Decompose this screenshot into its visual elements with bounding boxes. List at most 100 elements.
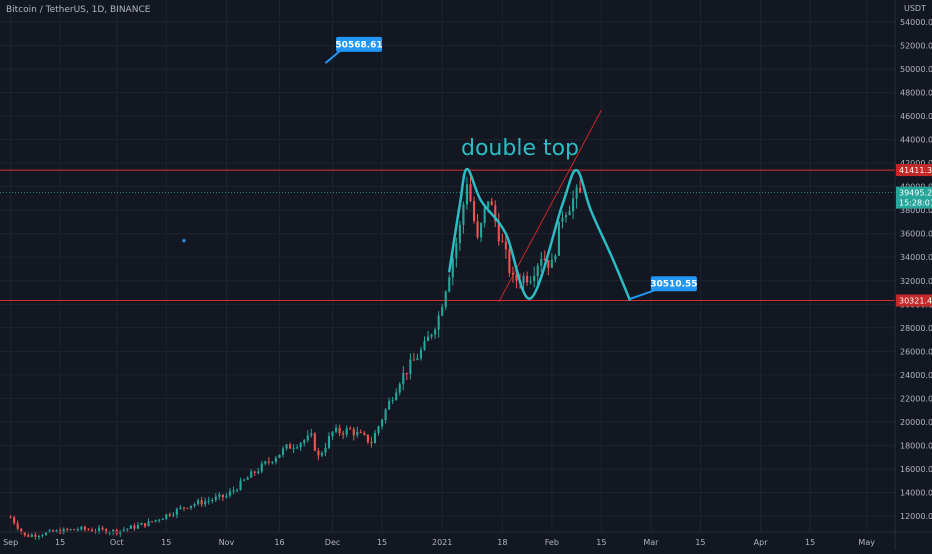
candle-body: [363, 432, 366, 435]
candle-body: [441, 306, 444, 316]
candle-body: [207, 500, 210, 502]
candle-body: [52, 530, 55, 532]
candle-body: [306, 435, 309, 441]
last-price-label: 39495.23: [899, 189, 932, 198]
candle-body: [469, 184, 472, 202]
candle-body: [299, 443, 302, 448]
price-tick-label: 48000.00: [900, 89, 932, 98]
candle-body: [73, 529, 76, 531]
time-tick-label: Oct: [110, 538, 124, 547]
price-tick-label: 52000.00: [900, 42, 932, 51]
candle-body: [416, 358, 419, 360]
candle-body: [437, 315, 440, 330]
candle-body: [317, 450, 320, 456]
candle-body: [352, 429, 355, 436]
callout-box[interactable]: [336, 36, 383, 52]
candle-body: [444, 291, 447, 307]
candle-body: [310, 433, 313, 436]
candle-body: [193, 504, 196, 506]
candle-body: [182, 507, 186, 509]
candle-body: [320, 452, 323, 456]
price-tick-label: 50000.00: [900, 65, 932, 74]
candle-body: [232, 490, 235, 492]
candle-body: [87, 529, 90, 531]
callout-label: 50568.61: [335, 40, 382, 50]
time-axis[interactable]: Sep 15 Oct 15 Nov 16 Dec 15 2021 18 Feb 15 Mar 15 Apr 1…: [0, 531, 932, 547]
currency-label: USDT: [904, 4, 926, 13]
candle-body: [129, 525, 132, 529]
time-tick-label: May: [858, 538, 875, 547]
candle-body: [41, 535, 44, 537]
candle-body: [250, 471, 253, 478]
candle-body: [504, 241, 507, 250]
last-price-badge: [896, 186, 932, 209]
candle-body: [243, 479, 246, 481]
candle-body: [423, 341, 426, 350]
callout-pointer: [324, 50, 341, 64]
candle-body: [409, 359, 412, 374]
time-tick-label: Dec: [325, 538, 340, 547]
candle-body: [533, 275, 536, 282]
candle-body: [154, 519, 157, 522]
candle-body: [303, 440, 306, 444]
candle-body: [20, 528, 23, 532]
candle-body: [540, 259, 543, 266]
candle-body: [257, 471, 260, 473]
candle-body: [108, 532, 111, 534]
price-tick-label: 34000.00: [900, 253, 932, 262]
candle-body: [292, 447, 295, 449]
price-tick-label: 38000.00: [900, 206, 932, 215]
candle-body: [264, 461, 267, 464]
price-tick-label: 22000.00: [900, 394, 932, 403]
candle-body: [69, 529, 72, 531]
candle-body: [557, 221, 560, 256]
candle-body: [550, 259, 553, 268]
candle-body: [66, 528, 69, 530]
time-tick-label: 15: [596, 538, 606, 547]
candle-body: [151, 521, 154, 523]
price-tick-label: 44000.00: [900, 136, 932, 145]
candle-body: [331, 431, 334, 437]
candle-body: [278, 454, 281, 458]
candle-body: [218, 494, 221, 497]
candle-body: [487, 201, 490, 208]
candle-body: [377, 426, 380, 433]
candle-body: [143, 523, 147, 527]
candle-body: [168, 514, 171, 516]
candle-body: [189, 505, 193, 508]
candle-body: [384, 409, 387, 420]
candle-body: [536, 265, 539, 276]
candle-body: [501, 241, 504, 243]
candle-body: [44, 532, 48, 536]
candle-body: [462, 204, 465, 225]
candle-body: [547, 260, 550, 268]
candle-body: [494, 205, 497, 222]
candle-body: [419, 349, 423, 359]
candle-body: [543, 259, 546, 261]
callout-box[interactable]: [650, 276, 697, 292]
candle-body: [30, 534, 33, 537]
time-tick-label: Sep: [3, 538, 18, 547]
candle-body: [228, 491, 232, 496]
level-price-label: 30321.47: [899, 297, 932, 306]
candle-body: [253, 471, 256, 473]
candle-body: [175, 508, 178, 515]
price-tick-label: 46000.00: [900, 112, 932, 121]
time-tick-label: 18: [497, 538, 507, 547]
candle-body: [395, 392, 398, 401]
price-tick-label: 16000.00: [900, 465, 932, 474]
candles: [9, 174, 582, 540]
candle-body: [526, 275, 529, 283]
candle-body: [23, 531, 26, 536]
time-tick-label: Mar: [643, 538, 659, 547]
time-tick-label: 15: [55, 538, 65, 547]
candle-body: [455, 243, 458, 259]
candle-body: [246, 477, 249, 480]
candle-body: [48, 530, 51, 533]
candle-body: [80, 526, 83, 530]
candle-body: [472, 201, 476, 222]
candle-body: [349, 428, 352, 430]
candle-body: [561, 217, 564, 222]
